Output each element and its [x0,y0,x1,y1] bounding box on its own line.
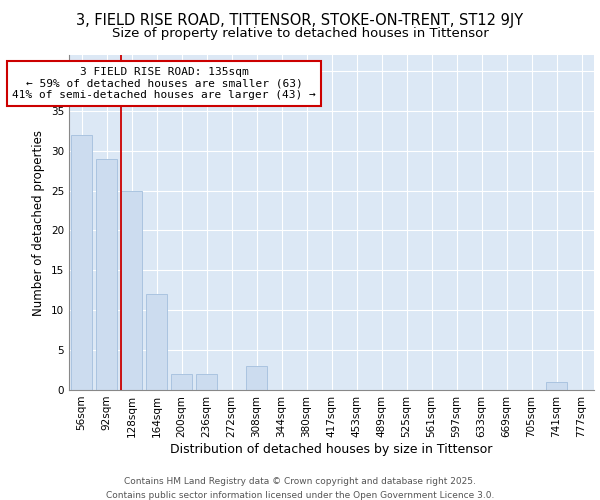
Bar [71,135,92,390]
Text: 3, FIELD RISE ROAD, TITTENSOR, STOKE-ON-TRENT, ST12 9JY: 3, FIELD RISE ROAD, TITTENSOR, STOKE-ON-… [76,12,524,28]
Text: 3 FIELD RISE ROAD: 135sqm
← 59% of detached houses are smaller (63)
41% of semi-: 3 FIELD RISE ROAD: 135sqm ← 59% of detac… [12,67,316,100]
Bar [171,374,192,390]
Bar [196,374,217,390]
Bar [121,190,142,390]
Text: Contains HM Land Registry data © Crown copyright and database right 2025.: Contains HM Land Registry data © Crown c… [124,478,476,486]
Text: Contains public sector information licensed under the Open Government Licence 3.: Contains public sector information licen… [106,491,494,500]
Bar [546,382,567,390]
Bar [146,294,167,390]
Text: Size of property relative to detached houses in Tittensor: Size of property relative to detached ho… [112,28,488,40]
X-axis label: Distribution of detached houses by size in Tittensor: Distribution of detached houses by size … [170,442,493,456]
Y-axis label: Number of detached properties: Number of detached properties [32,130,46,316]
Bar [246,366,267,390]
Bar [96,158,117,390]
